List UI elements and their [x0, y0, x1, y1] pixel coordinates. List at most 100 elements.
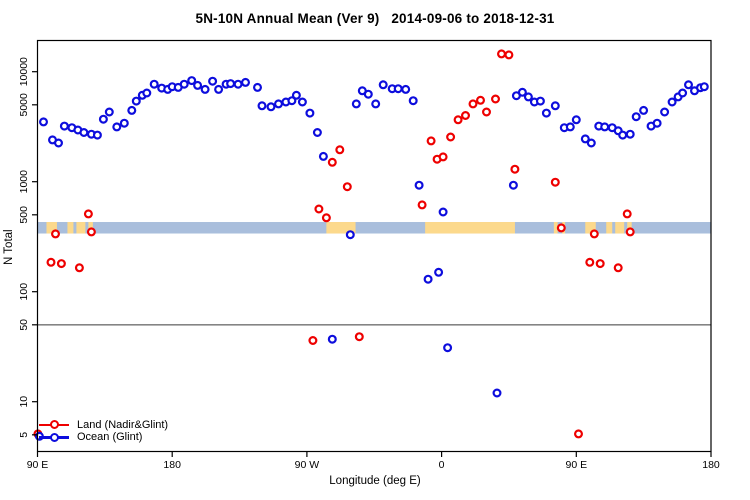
x-axis-label: Longitude (deg E) — [329, 475, 421, 487]
ocean-point — [565, 122, 575, 132]
map-band-ocean — [37, 222, 711, 234]
x-tick-label: 180 — [163, 459, 181, 471]
y-tick-label: 5000 — [18, 93, 30, 117]
land-point — [74, 263, 84, 273]
y-tick-label: 100 — [18, 283, 30, 301]
x-tick-label: 180 — [702, 459, 720, 471]
y-tick-label: 500 — [18, 206, 30, 224]
chart-title: 5N-10N Annual Mean (Ver 9) 2014-09-06 to… — [195, 11, 555, 26]
ocean-point — [297, 97, 307, 107]
ocean-point — [327, 334, 337, 344]
ocean-point — [142, 88, 152, 98]
land-point — [335, 145, 345, 155]
land-point — [50, 229, 60, 239]
ocean-point — [208, 76, 218, 86]
legend-item-ocean: Ocean (Glint) — [39, 431, 168, 444]
ocean-point — [38, 117, 48, 127]
land-point — [497, 49, 507, 59]
ocean-point — [345, 230, 355, 240]
ocean-point — [318, 151, 328, 161]
land-point — [613, 263, 623, 273]
land-point — [46, 257, 56, 267]
land-point — [491, 94, 501, 104]
ocean-point — [639, 105, 649, 115]
map-band-land-patch — [76, 222, 86, 234]
land-point — [417, 200, 427, 210]
ocean-point — [571, 115, 581, 125]
ocean-point — [618, 130, 628, 140]
ocean-point — [660, 107, 670, 117]
ocean-point — [523, 92, 533, 102]
legend-item-land: Land (Nadir&Glint) — [39, 419, 168, 432]
land-point — [453, 115, 463, 125]
map-band-land-patch — [585, 222, 596, 234]
ocean-point — [53, 138, 63, 148]
map-band-land-patch — [606, 222, 613, 234]
legend: Land (Nadir&Glint) Ocean (Glint) — [39, 419, 168, 444]
legend-label-ocean: Ocean (Glint) — [77, 431, 143, 443]
land-point — [550, 177, 560, 187]
ocean-point — [535, 96, 545, 106]
y-tick-label: 10000 — [18, 57, 30, 86]
land-point — [595, 259, 605, 269]
y-tick-label: 5 — [18, 432, 30, 438]
land-point — [342, 182, 352, 192]
y-tick-label: 10 — [18, 396, 30, 408]
ocean-point — [363, 89, 373, 99]
ocean-point — [233, 79, 243, 89]
ocean-point — [112, 122, 122, 132]
ocean-point — [131, 96, 141, 106]
ocean-point — [214, 84, 224, 94]
legend-label-land: Land (Nadir&Glint) — [77, 418, 169, 431]
ocean-point — [443, 343, 453, 353]
land-point — [504, 50, 514, 60]
land-point — [622, 209, 632, 219]
ocean-point — [104, 107, 114, 117]
ocean-point — [291, 90, 301, 100]
ocean-point — [274, 99, 284, 109]
land-point — [482, 107, 492, 117]
ocean-point — [434, 267, 444, 277]
land-point — [426, 136, 436, 146]
ocean-point — [378, 80, 388, 90]
land-point — [468, 99, 478, 109]
land-point — [573, 429, 583, 439]
ocean-marker-swatch — [39, 431, 69, 443]
ocean-point — [414, 180, 424, 190]
ocean-point — [683, 80, 693, 90]
land-point — [314, 204, 324, 214]
ocean-point — [667, 97, 677, 107]
ocean-legend-circle-icon — [49, 432, 59, 442]
ocean-point — [492, 388, 502, 398]
ocean-point — [401, 84, 411, 94]
map-band-land-patch — [553, 222, 558, 234]
map-band-land-patch — [615, 222, 625, 234]
land-point — [625, 227, 635, 237]
plot-frame — [36, 39, 712, 453]
land-point — [446, 132, 456, 142]
ocean-point — [179, 79, 189, 89]
land-point — [585, 257, 595, 267]
ocean-point — [253, 82, 263, 92]
ocean-point — [586, 138, 596, 148]
land-point — [510, 164, 520, 174]
map-band-land-patch — [425, 222, 515, 234]
x-tick-label: 90 E — [565, 459, 587, 471]
ocean-point — [631, 112, 641, 122]
land-point — [589, 229, 599, 239]
ocean-point — [98, 114, 108, 124]
map-band-land-patch — [326, 222, 356, 234]
x-tick-label: 90 E — [27, 459, 49, 471]
x-tick-label: 0 — [439, 459, 445, 471]
ocean-point — [423, 274, 433, 284]
ocean-point — [187, 76, 197, 86]
ocean-point — [226, 79, 236, 89]
ocean-point — [200, 84, 210, 94]
ocean-point — [371, 99, 381, 109]
land-point — [476, 95, 486, 105]
ocean-point — [408, 96, 418, 106]
ocean-point — [119, 118, 129, 128]
land-point — [308, 336, 318, 346]
ocean-point — [541, 108, 551, 118]
